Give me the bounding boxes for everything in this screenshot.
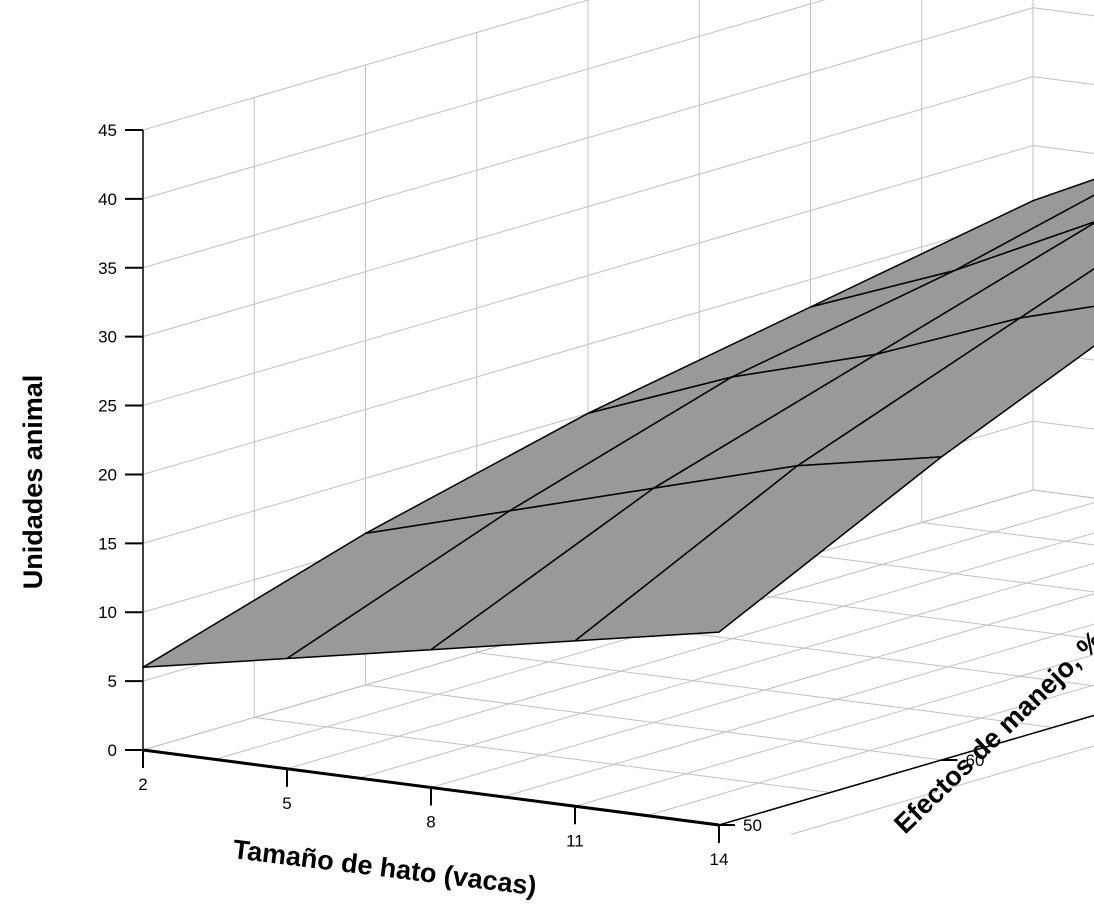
z-tick-label: 30 bbox=[98, 328, 117, 347]
chart-axes bbox=[125, 129, 1094, 843]
z-tick-label: 0 bbox=[108, 741, 117, 760]
surface-plot bbox=[142, 178, 1094, 669]
grid-line bbox=[1032, 76, 1094, 86]
grid-line bbox=[1032, 420, 1094, 430]
grid-line bbox=[921, 522, 1094, 546]
z-tick-label: 10 bbox=[98, 603, 117, 622]
y-tick-label: 50 bbox=[743, 816, 762, 835]
grid-line bbox=[142, 0, 826, 200]
grid-line bbox=[699, 587, 1094, 640]
x-tick-label: 5 bbox=[282, 794, 291, 813]
grid-line bbox=[254, 717, 831, 793]
z-tick-label: 40 bbox=[98, 190, 117, 209]
grid-line bbox=[142, 7, 1034, 269]
z-tick-label: 20 bbox=[98, 465, 117, 484]
grid-line bbox=[476, 652, 1053, 728]
z-tick-label: 25 bbox=[98, 397, 117, 416]
z-tick-label: 45 bbox=[98, 121, 117, 140]
grid-line bbox=[142, 145, 1034, 407]
grid-line bbox=[1032, 489, 1094, 499]
grid-line bbox=[790, 745, 1094, 835]
surface-patch bbox=[1019, 268, 1094, 319]
grid-line bbox=[142, 76, 1034, 338]
x-tick-label: 2 bbox=[138, 775, 147, 794]
grid-line bbox=[142, 0, 590, 131]
x-tick-label: 14 bbox=[710, 850, 729, 869]
x-axis-title: Tamaño de hato (vacas) bbox=[231, 834, 538, 901]
grid-line bbox=[810, 554, 1094, 593]
z-axis-title: Unidades animal bbox=[18, 375, 48, 590]
z-tick-label: 15 bbox=[98, 534, 117, 553]
x-tick-label: 11 bbox=[566, 831, 584, 850]
surface-patch bbox=[574, 456, 943, 642]
y-axis-title: Efectos de manejo, % bbox=[888, 625, 1094, 839]
grid-line bbox=[142, 213, 1034, 475]
x-tick-label: 8 bbox=[426, 813, 435, 832]
y-axis-line bbox=[718, 714, 1094, 826]
y-tick-label: 60 bbox=[966, 751, 985, 770]
grid-line bbox=[1032, 489, 1094, 499]
tick-labels: 05101520253035404525811145060708090 bbox=[98, 121, 985, 869]
z-tick-label: 35 bbox=[98, 259, 117, 278]
grid-line bbox=[1032, 7, 1094, 17]
grid-line bbox=[365, 684, 942, 761]
z-tick-label: 5 bbox=[108, 672, 117, 691]
